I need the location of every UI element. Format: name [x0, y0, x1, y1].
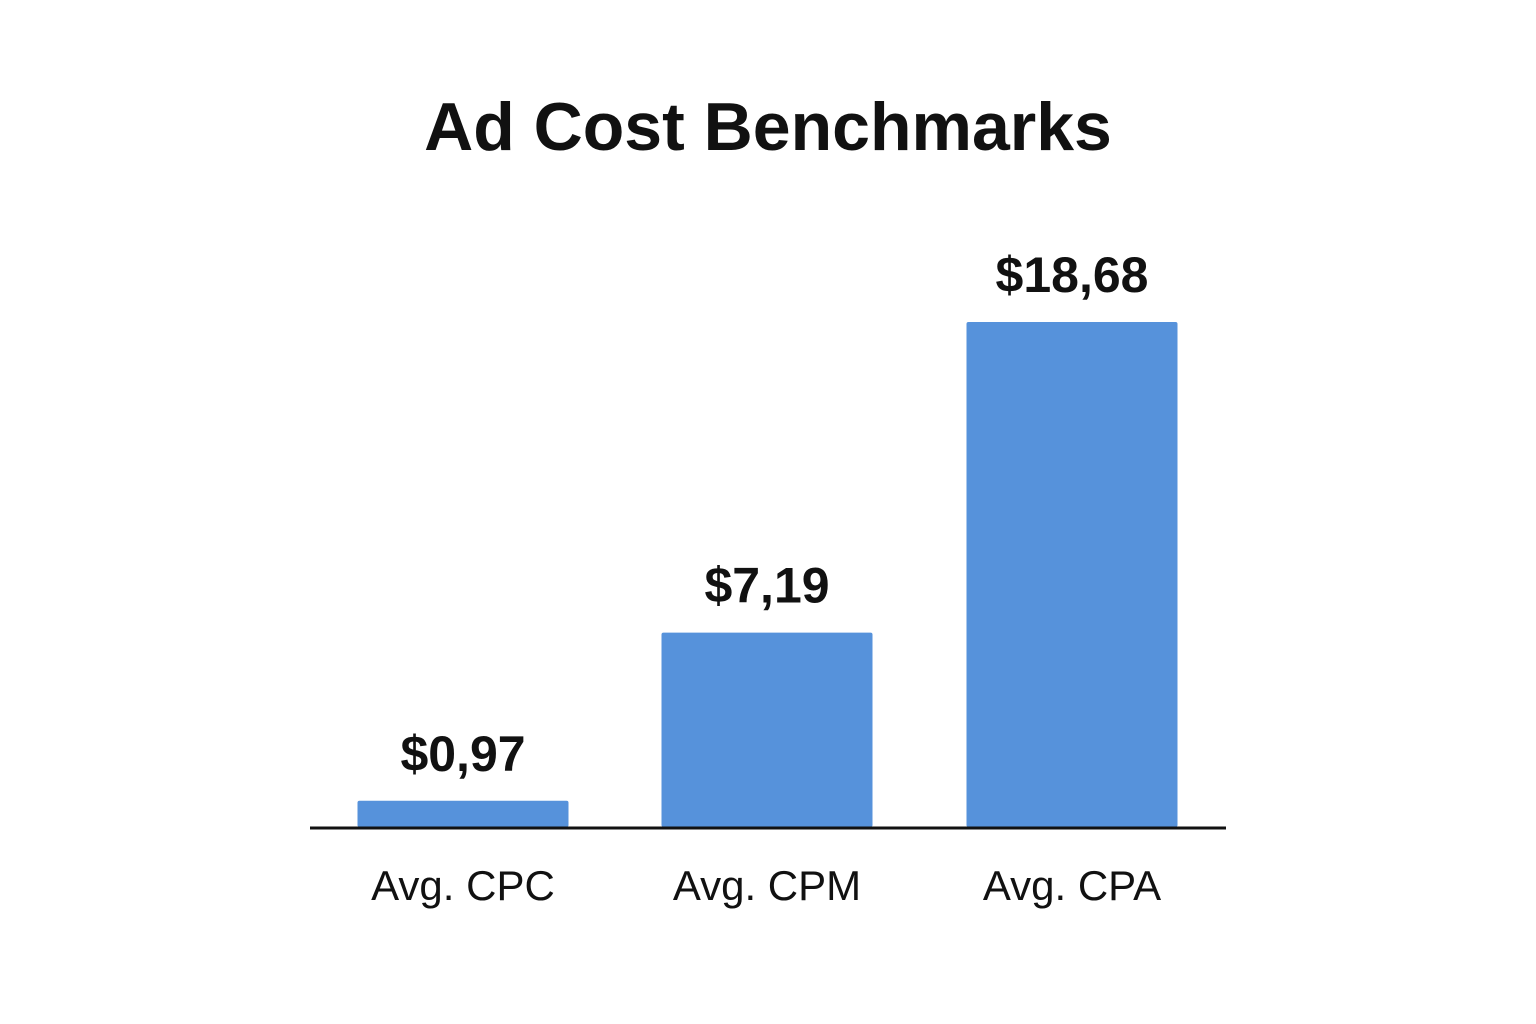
- bar-avg-cpc: [357, 800, 569, 827]
- value-label: $7,19: [704, 558, 829, 614]
- bar-avg-cpm: [661, 632, 873, 827]
- category-label: Avg. CPC: [371, 862, 555, 909]
- category-label: Avg. CPA: [983, 862, 1161, 909]
- category-label: Avg. CPM: [673, 862, 861, 909]
- bars-group: [357, 322, 1178, 827]
- bar-avg-cpa: [966, 322, 1178, 827]
- chart-title: Ad Cost Benchmarks: [424, 89, 1112, 165]
- labels-group: $0,97 Avg. CPC $7,19 Avg. CPM $18,68 Avg. CPA: [371, 247, 1161, 909]
- value-label: $18,68: [996, 247, 1149, 303]
- value-label: $0,97: [400, 726, 525, 782]
